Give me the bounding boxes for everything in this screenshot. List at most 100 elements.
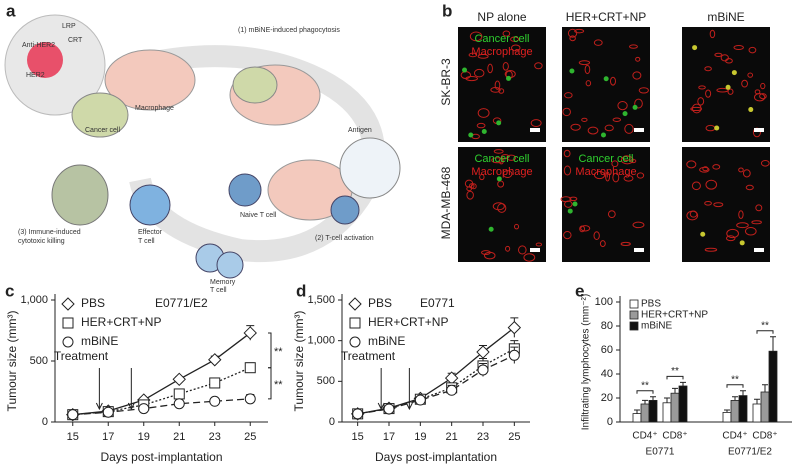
y-tick-label: 20 xyxy=(601,392,613,404)
cell-signal xyxy=(605,171,611,182)
error-bar xyxy=(634,409,640,414)
x-tick-label: 25 xyxy=(508,431,520,443)
bar xyxy=(738,395,748,423)
cell-signal xyxy=(569,68,575,74)
cell-signal xyxy=(498,157,504,165)
cell-signal xyxy=(468,132,474,138)
cell-signal xyxy=(704,66,712,72)
cell-signal xyxy=(498,88,505,94)
label: (1) mBiNE-induced phagocytosis xyxy=(238,27,340,34)
x-tick-label: 19 xyxy=(414,431,426,443)
cell-signal xyxy=(725,84,731,90)
label: T cell xyxy=(138,238,155,245)
bar xyxy=(752,403,762,423)
panel-label: b xyxy=(442,1,452,20)
marker xyxy=(172,372,186,387)
cell-signal xyxy=(611,160,619,168)
cell-signal xyxy=(569,196,578,202)
cell-signal xyxy=(563,231,572,240)
x-tick-label: 21 xyxy=(446,431,458,443)
cell-signal xyxy=(742,169,751,178)
cell-signal xyxy=(567,208,573,214)
cell-signal xyxy=(634,98,643,109)
legend-swatch xyxy=(629,299,639,309)
y-tick-label: 40 xyxy=(601,368,613,380)
error-bar xyxy=(642,399,648,404)
x-tick-label: 17 xyxy=(102,431,114,443)
cell-signal xyxy=(506,154,517,161)
cell-signal xyxy=(500,154,510,160)
legend-label: HER+CRT+NP xyxy=(368,315,448,329)
cell-signal xyxy=(572,201,578,207)
legend-label: PBS xyxy=(368,296,392,310)
cell-signal xyxy=(691,181,701,191)
cell-signal xyxy=(609,76,616,86)
cell-signal xyxy=(481,129,487,135)
cell-signal xyxy=(704,200,712,206)
panel-b: b NP alone HER+CRT+NP mBiNE SK-BR-3 MDA-… xyxy=(439,1,770,262)
cancer-cell-icon xyxy=(232,66,278,104)
cell-signal xyxy=(636,172,645,179)
cell-signal xyxy=(493,149,504,154)
bar xyxy=(678,385,688,423)
error-bar xyxy=(754,398,760,404)
legend-marker xyxy=(349,336,361,348)
y-tick-label: 80 xyxy=(601,320,613,332)
legend-swatch xyxy=(629,321,639,331)
cell-signal xyxy=(760,159,770,167)
cell-signal xyxy=(622,111,628,117)
error-bar xyxy=(724,409,730,413)
error-bar xyxy=(732,396,738,401)
x-axis-title: Days post-implantation xyxy=(375,450,497,464)
bar xyxy=(640,403,650,423)
cell-signal xyxy=(739,240,745,246)
marker xyxy=(138,403,150,415)
cell-signal xyxy=(603,76,609,82)
killed-cell-icon xyxy=(51,164,109,226)
group-label: E0771/E2 xyxy=(728,447,772,458)
bar xyxy=(722,411,732,423)
cell-signal xyxy=(736,222,749,229)
label: Effector xyxy=(138,229,163,236)
marker xyxy=(352,408,364,420)
column-header: NP alone xyxy=(477,10,526,24)
cell-signal xyxy=(502,170,513,179)
micrograph xyxy=(682,147,770,262)
cell-signal xyxy=(562,107,571,117)
annotation: E0771 xyxy=(420,296,455,310)
y-tick-label: 1,000 xyxy=(307,335,335,347)
cell-signal xyxy=(593,39,603,46)
error-bar xyxy=(740,390,746,396)
cell-signal xyxy=(587,126,599,135)
cell-signal xyxy=(477,53,489,59)
cell-signal xyxy=(632,71,642,80)
scale-bar xyxy=(634,128,644,132)
x-tick-label: CD8⁺ xyxy=(752,431,777,442)
x-tick-label: 15 xyxy=(67,431,79,443)
x-tick-label: 23 xyxy=(477,431,489,443)
marker xyxy=(244,362,256,374)
x-tick-label: CD8⁺ xyxy=(662,431,687,442)
cell-signal xyxy=(581,117,588,122)
cell-signal xyxy=(488,226,494,232)
cell-signal xyxy=(709,29,716,39)
cell-signal xyxy=(481,250,491,255)
arrow xyxy=(405,368,413,411)
cell-signal xyxy=(744,227,757,236)
cell-signal xyxy=(635,56,641,62)
cell-signal xyxy=(518,245,527,255)
bar xyxy=(632,413,642,423)
zoom-circle xyxy=(339,137,401,199)
cell-signal xyxy=(755,204,763,212)
y-tick-label: 0 xyxy=(607,416,613,428)
cell-signal xyxy=(753,93,766,102)
error-bar xyxy=(680,381,686,386)
cell-signal xyxy=(604,124,614,132)
cell-signal xyxy=(585,80,592,87)
legend-marker xyxy=(349,317,361,329)
legend-label: Macrophage xyxy=(575,166,636,178)
cell-signal xyxy=(492,202,505,211)
cell-signal xyxy=(479,174,485,181)
cell-signal xyxy=(469,31,483,42)
